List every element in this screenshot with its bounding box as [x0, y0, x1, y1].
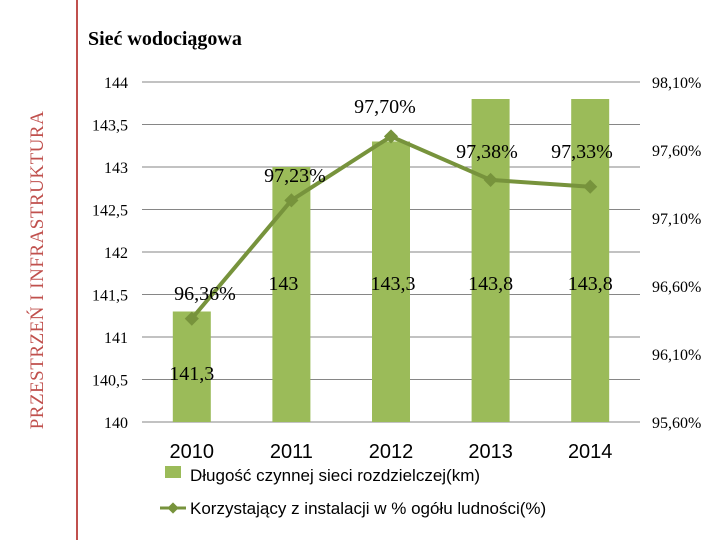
y-left-tick-label: 143	[104, 160, 128, 177]
legend-line-label: Korzystający z instalacji w % ogółu ludn…	[190, 499, 546, 518]
bar	[571, 99, 610, 422]
bar-data-label: 143,8	[568, 273, 613, 295]
legend-bar-swatch	[165, 466, 181, 478]
bar	[172, 311, 211, 422]
y-left-tick-label: 144	[104, 75, 128, 92]
x-tick-label: 2014	[568, 441, 613, 463]
y-right-tick-label: 96,60%	[652, 279, 701, 296]
legend-bar-label: Długość czynnej sieci rozdzielczej(km)	[190, 466, 480, 485]
y-left-tick-label: 140	[104, 415, 128, 432]
bar	[372, 141, 410, 422]
line-marker	[583, 179, 598, 194]
line-data-label: 97,70%	[354, 96, 416, 118]
y-right-tick-label: 97,60%	[652, 143, 701, 160]
line-data-label: 97,23%	[264, 165, 326, 187]
chart-title: Sieć wodociągowa	[88, 28, 242, 50]
y-left-tick-label: 140,5	[92, 373, 128, 390]
line-data-label: 97,38%	[456, 141, 518, 163]
bar-data-label: 143,8	[468, 273, 513, 295]
bar	[272, 167, 311, 422]
x-tick-label: 2011	[270, 441, 313, 463]
x-tick-label: 2013	[468, 441, 513, 463]
line-data-label: 96,36%	[174, 283, 236, 305]
y-left-tick-label: 143,5	[92, 118, 128, 135]
side-divider	[76, 0, 78, 540]
y-left-tick-label: 141,5	[92, 288, 128, 305]
line-marker	[184, 311, 199, 326]
y-right-tick-label: 97,10%	[652, 211, 701, 228]
bar-data-label: 141,3	[169, 363, 214, 385]
x-tick-label: 2010	[170, 441, 215, 463]
y-left-tick-label: 142	[104, 245, 128, 262]
y-right-tick-label: 95,60%	[652, 415, 701, 432]
y-right-tick-label: 96,10%	[652, 347, 701, 364]
y-left-tick-label: 142,5	[92, 203, 128, 220]
line-marker	[383, 129, 399, 144]
bar-data-label: 143,3	[371, 273, 416, 295]
bar-data-label: 143	[268, 273, 298, 295]
legend-line-marker	[167, 502, 179, 514]
line-marker	[483, 172, 498, 187]
y-right-tick-label: 98,10%	[652, 75, 701, 92]
line-marker	[284, 193, 299, 208]
x-tick-label: 2012	[369, 441, 414, 463]
y-left-tick-label: 141	[104, 330, 128, 347]
bar	[471, 99, 510, 422]
line-data-label: 97,33%	[551, 141, 613, 163]
side-band	[0, 0, 76, 540]
